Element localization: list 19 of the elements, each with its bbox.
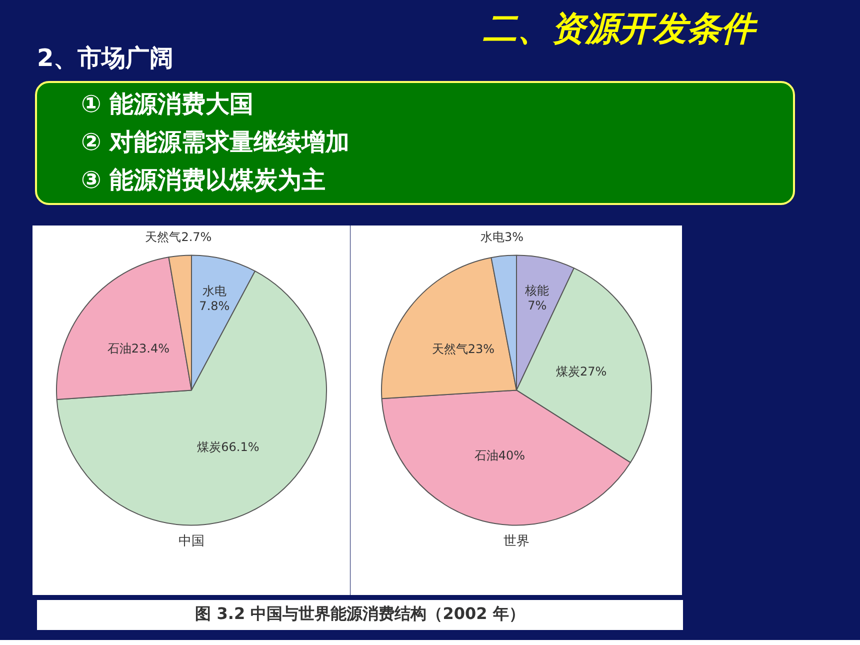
text: 2、市场广阔	[37, 44, 174, 72]
caption: 图 3.2 中国与世界能源消费结构（2002 年）	[37, 600, 683, 628]
slice-label: 石油23.4%	[107, 341, 170, 356]
slice-label: 煤炭27%	[556, 364, 607, 378]
slice-label: 石油40%	[474, 448, 526, 463]
slice-label: 水电3%	[480, 230, 524, 244]
slice-label: 煤炭66.1%	[197, 440, 260, 454]
data-label: 7%	[528, 298, 547, 313]
text: 世界	[504, 534, 530, 549]
text: 二、资源开发条件	[482, 8, 759, 49]
slice-label: 核能	[524, 283, 550, 298]
slice-label: 水电	[202, 284, 226, 298]
text: ② 对能源需求量继续增加	[81, 127, 351, 158]
slice-label: 天然气2.7%	[145, 230, 212, 244]
text: ① 能源消费大国	[81, 89, 255, 120]
data-label: 7.8%	[199, 299, 230, 314]
text: ③ 能源消费以煤炭为主	[81, 165, 327, 196]
text: 中国	[178, 534, 204, 549]
slice-label: 天然气23%	[432, 342, 494, 356]
